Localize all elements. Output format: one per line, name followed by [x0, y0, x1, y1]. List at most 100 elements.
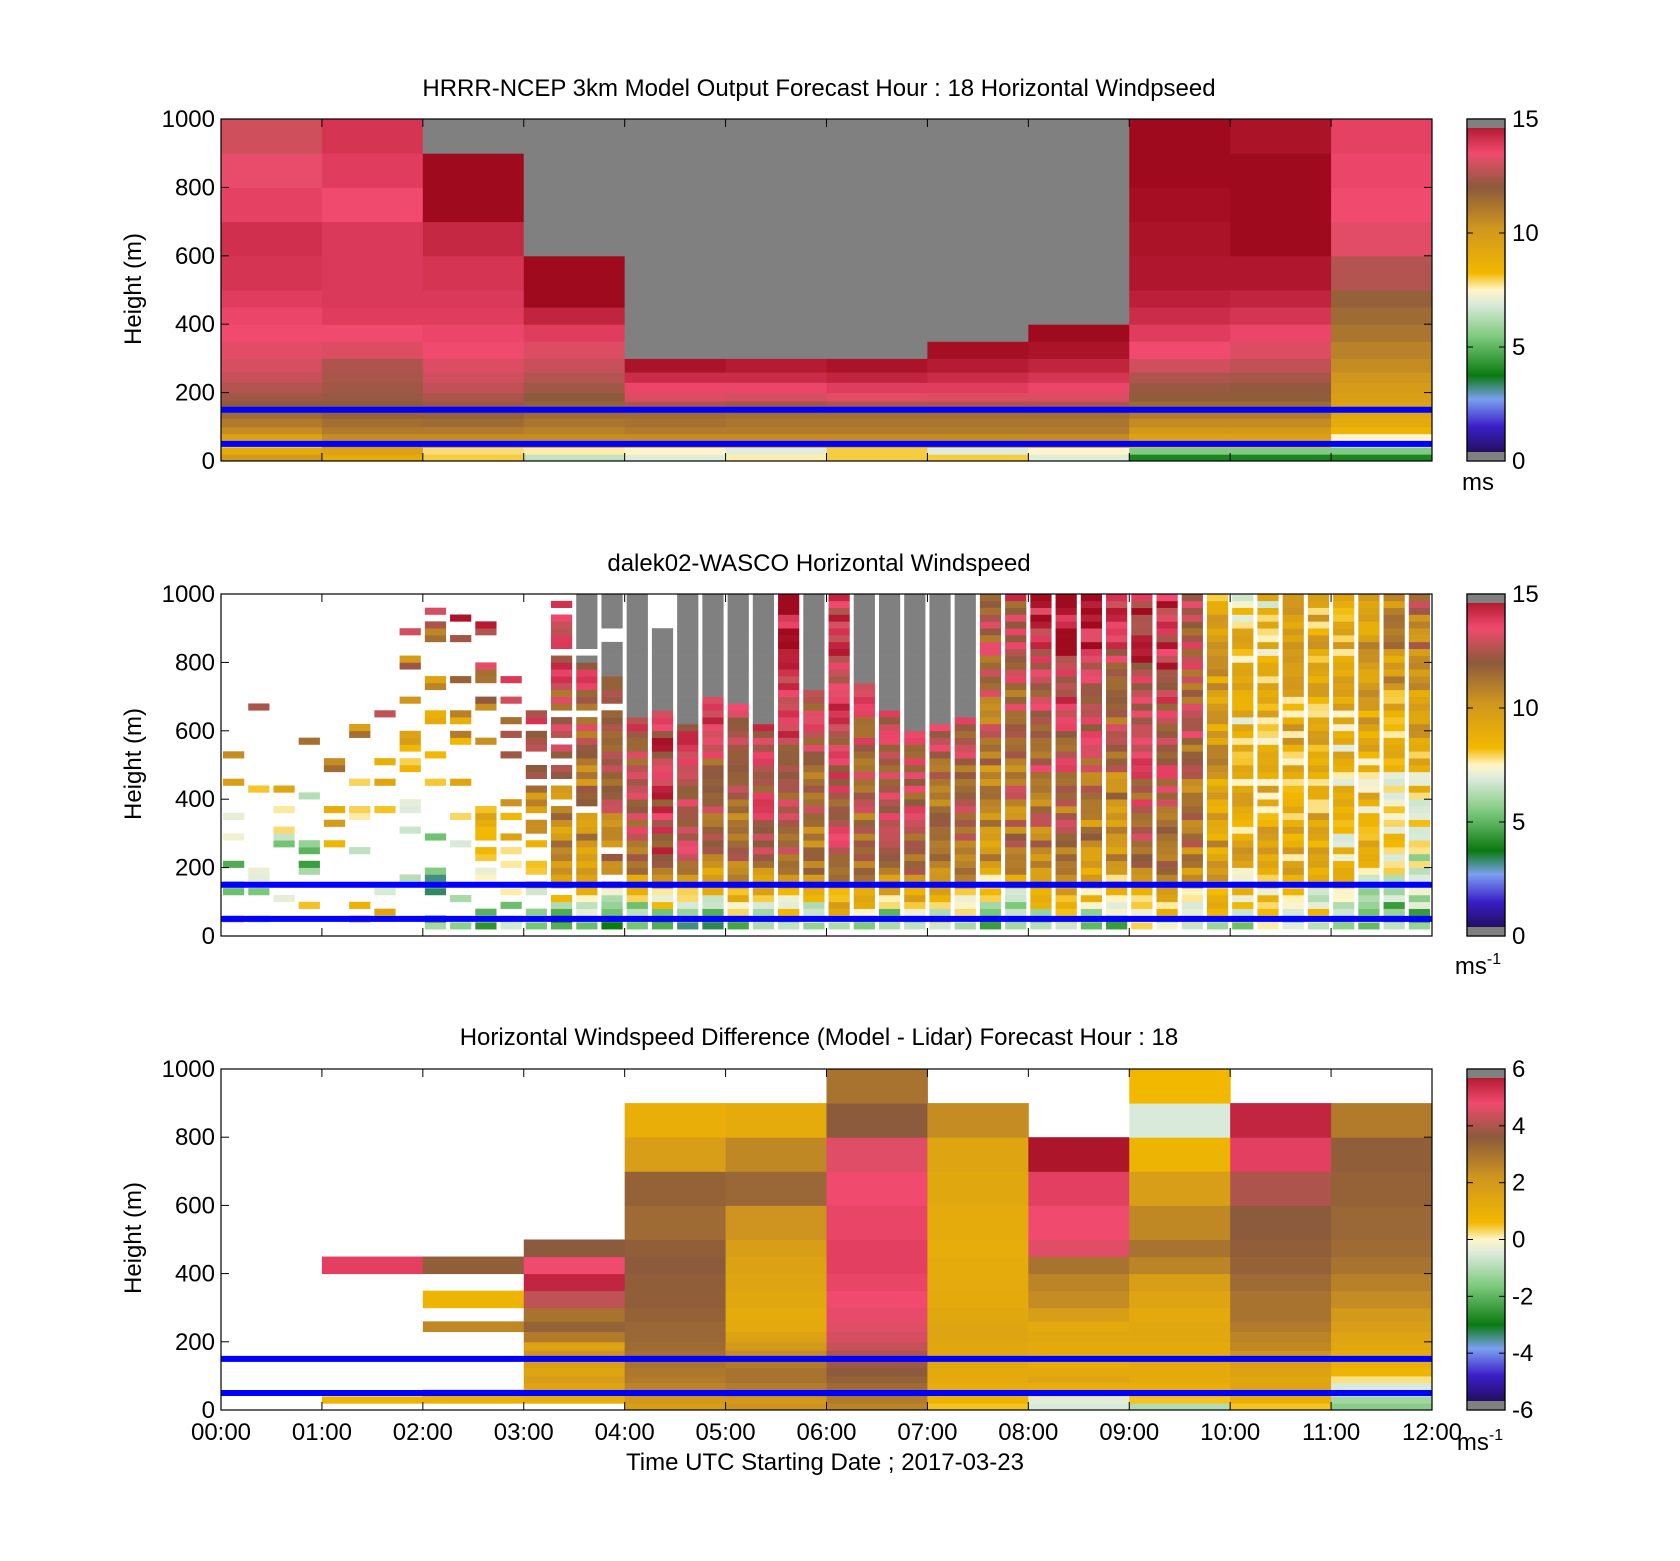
heatmap-cell [550, 874, 573, 882]
heatmap-cell [1206, 785, 1229, 793]
heatmap-cell [725, 1367, 827, 1377]
heatmap-cell [979, 594, 1002, 602]
heatmap-cell [500, 922, 522, 930]
heatmap-cell [626, 908, 648, 916]
heatmap-cell [803, 758, 825, 766]
heatmap-cell [904, 771, 926, 779]
heatmap-cell [1055, 922, 1077, 930]
heatmap-cell [904, 641, 926, 650]
heatmap-cell [853, 922, 875, 930]
heatmap-cell [601, 730, 623, 738]
heatmap-cell [1005, 621, 1027, 629]
heatmap-cell [1257, 730, 1279, 738]
heatmap-cell [1131, 874, 1153, 882]
heatmap-cell [954, 812, 976, 821]
heatmap-cell [1028, 1382, 1130, 1391]
heatmap-cell [475, 621, 497, 629]
heatmap-cell [601, 717, 623, 725]
heatmap-cell [1129, 1290, 1231, 1309]
heatmap-cell [1181, 894, 1203, 903]
heatmap-cell [424, 867, 447, 875]
heatmap-cell [1005, 669, 1027, 677]
heatmap-cell [1257, 894, 1279, 903]
heatmap-cell [954, 840, 976, 848]
heatmap-cell [1333, 717, 1355, 725]
heatmap-cell [1358, 682, 1380, 691]
heatmap-cell [677, 744, 699, 752]
heatmap-cell [1307, 676, 1330, 684]
heatmap-cell [1383, 689, 1405, 697]
heatmap-cell [1232, 730, 1254, 738]
heatmap-cell [399, 696, 421, 704]
heatmap-cell [927, 1137, 1029, 1172]
heatmap-cell [1080, 819, 1103, 827]
heatmap-cell [803, 853, 825, 862]
heatmap-cell [550, 833, 573, 841]
heatmap-cell [1230, 153, 1332, 188]
heatmap-cell [1358, 867, 1380, 875]
y-tick-label: 400 [175, 311, 215, 338]
heatmap-cell [752, 703, 775, 711]
y-tick-label: 0 [202, 448, 215, 475]
heatmap-cell [702, 628, 724, 636]
heatmap-cell [979, 799, 1002, 807]
heatmap-cell [1331, 119, 1432, 154]
heatmap-cell [904, 765, 926, 773]
heatmap-cell [778, 594, 800, 602]
heatmap-cell [1408, 922, 1430, 930]
heatmap-cell [828, 853, 850, 862]
heatmap-cell [778, 765, 800, 773]
heatmap-cell [778, 621, 800, 629]
heatmap-cell [778, 723, 800, 732]
heatmap-cell [1055, 621, 1077, 629]
heatmap-cell [927, 1103, 1029, 1138]
heatmap-cell [702, 723, 724, 732]
heatmap-cell [1005, 812, 1027, 821]
heatmap-cell [1129, 409, 1231, 419]
heatmap-cell [221, 447, 323, 455]
heatmap-cell [702, 771, 724, 779]
heatmap-cell [248, 703, 270, 711]
heatmap-cell [422, 433, 525, 441]
heatmap-cell [803, 922, 825, 930]
heatmap-cell [1408, 860, 1430, 868]
heatmap-cell [523, 1341, 626, 1351]
heatmap-cell [221, 153, 323, 188]
heatmap-cell [803, 689, 825, 697]
heatmap-cell [727, 600, 749, 608]
heatmap-cell [803, 792, 825, 800]
heatmap-cell [601, 771, 623, 779]
heatmap-cell [1181, 628, 1203, 636]
heatmap-cell [1131, 806, 1153, 814]
colorbar-cap-top [1467, 119, 1505, 128]
heatmap-cell [929, 840, 951, 848]
heatmap-cell [1106, 730, 1128, 738]
heatmap-cell [677, 785, 699, 793]
heatmap-cell [1030, 696, 1052, 704]
heatmap-cell [904, 730, 926, 738]
heatmap-cell [1106, 840, 1128, 848]
heatmap-cell [727, 833, 749, 841]
heatmap-cell [399, 826, 421, 834]
heatmap-cell [828, 826, 850, 834]
heatmap-cell [1408, 908, 1430, 916]
heatmap-cell [1030, 901, 1052, 909]
heatmap-cell [752, 621, 775, 629]
heatmap-cell [1307, 723, 1330, 732]
heatmap-cell [1005, 847, 1027, 855]
heatmap-cell [651, 812, 674, 821]
colorbar-cap-bottom [1467, 1401, 1505, 1410]
heatmap-cell [878, 853, 901, 862]
heatmap-cell [979, 908, 1002, 916]
heatmap-cell [1181, 901, 1203, 909]
heatmap-cell [1358, 689, 1380, 697]
heatmap-cell [979, 765, 1002, 773]
heatmap-cell [576, 771, 598, 779]
heatmap-cell [1333, 737, 1355, 745]
heatmap-cell [1307, 696, 1330, 704]
heatmap-cell [1282, 696, 1304, 704]
heatmap-cell [1257, 860, 1279, 868]
heatmap-cell [904, 840, 926, 848]
heatmap-cell [626, 799, 648, 807]
